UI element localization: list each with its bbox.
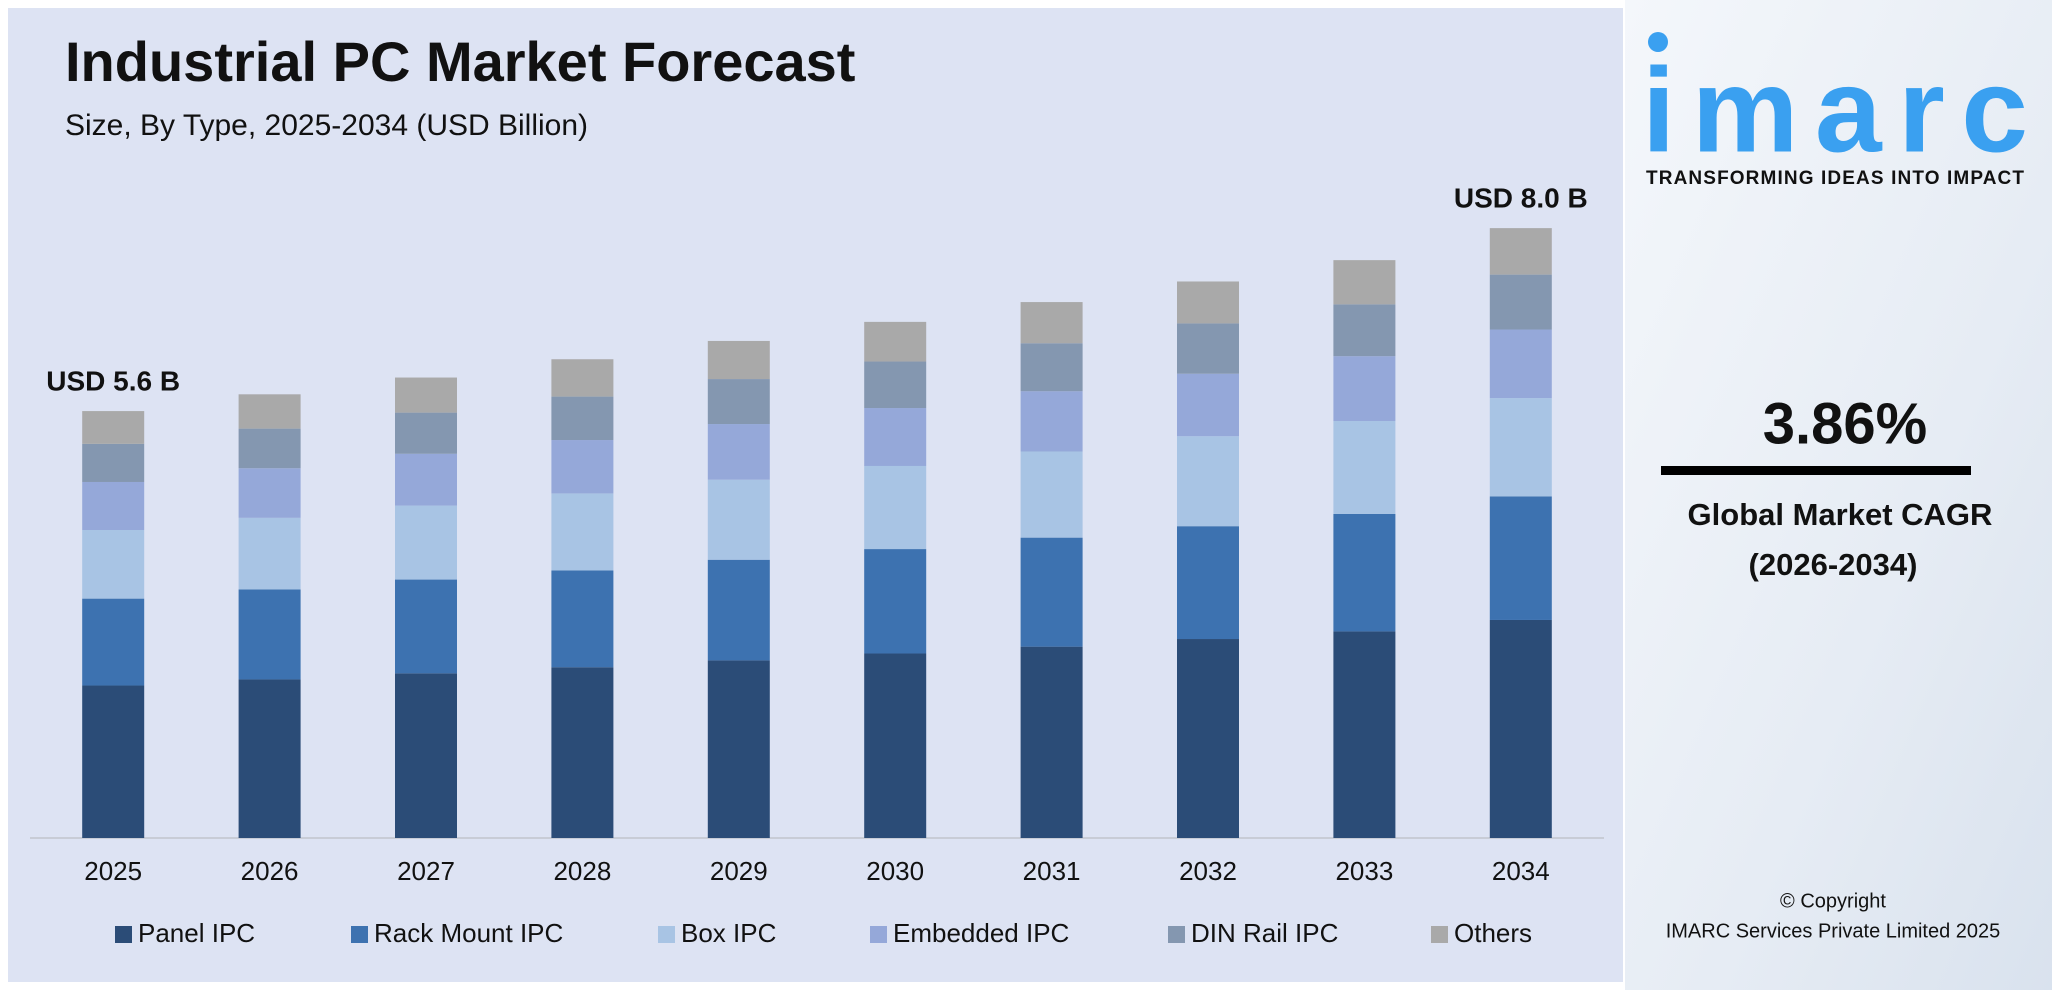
- copyright: © Copyright: [1780, 890, 1886, 912]
- bar-segment: [238, 394, 301, 429]
- bar-segment: [864, 549, 927, 654]
- bar-segment: [1020, 451, 1083, 538]
- bar-segment: [238, 517, 301, 590]
- x-tick-label: 2030: [866, 856, 924, 886]
- legend-swatch: [115, 926, 132, 943]
- x-tick-label: 2033: [1335, 856, 1393, 886]
- bar-segment: [82, 443, 145, 482]
- sidebar-panel: [1625, 0, 2052, 990]
- logo: imarc: [1642, 44, 2028, 178]
- tagline: TRANSFORMING IDEAS INTO IMPACT: [1646, 168, 2024, 189]
- legend-swatch: [351, 926, 368, 943]
- bar-segment: [395, 505, 457, 580]
- logo-dot: [1648, 32, 1668, 52]
- x-tick-label: 2031: [1023, 856, 1081, 886]
- bar-segment: [1333, 420, 1396, 514]
- bar-segment: [238, 589, 301, 680]
- x-tick-label: 2027: [397, 856, 455, 886]
- bar-segment: [707, 559, 770, 661]
- chart-subtitle: Size, By Type, 2025-2034 (USD Billion): [65, 109, 588, 142]
- bar-segment: [1489, 496, 1552, 620]
- x-tick-label: 2028: [553, 856, 611, 886]
- bar-segment: [707, 479, 770, 560]
- legend-swatch: [658, 926, 675, 943]
- bar-segment: [395, 377, 457, 413]
- x-tick-label: 2034: [1492, 856, 1550, 886]
- bar-segment: [1489, 398, 1552, 497]
- bar-segment: [1489, 228, 1552, 275]
- bar-segment: [551, 570, 614, 668]
- bar-segment: [1020, 537, 1083, 647]
- bar-segment: [395, 673, 457, 838]
- bar-segment: [551, 493, 614, 571]
- legend-swatch: [1168, 926, 1185, 943]
- bar-segment: [551, 667, 614, 838]
- legend-swatch: [870, 926, 887, 943]
- bar-segment: [1333, 260, 1396, 305]
- legend-label: Others: [1454, 918, 1532, 948]
- bar-segment: [1020, 391, 1083, 452]
- bar-segment: [1020, 302, 1083, 344]
- bar-segment: [1020, 343, 1083, 392]
- x-tick-label: 2026: [241, 856, 299, 886]
- bar-segment: [551, 440, 614, 494]
- legend-label: Panel IPC: [138, 918, 255, 948]
- bar-segment: [395, 579, 457, 674]
- bar-segment: [82, 685, 145, 838]
- chart-title: Industrial PC Market Forecast: [65, 30, 855, 93]
- x-tick-label: 2029: [710, 856, 768, 886]
- bar-segment: [707, 424, 770, 480]
- bar-segment: [82, 481, 145, 531]
- bar-segment: [1177, 373, 1239, 437]
- total-label: USD 5.6 B: [46, 365, 180, 396]
- legend-label: Box IPC: [681, 918, 776, 948]
- bar-segment: [238, 679, 301, 838]
- x-tick-label: 2032: [1179, 856, 1237, 886]
- bar-segment: [1333, 631, 1396, 838]
- bar-segment: [1333, 304, 1396, 357]
- cagr-period: (2026-2034): [1749, 547, 1918, 582]
- bar-segment: [1177, 639, 1239, 838]
- bar-segment: [82, 411, 145, 444]
- bar-segment: [1489, 619, 1552, 838]
- bar-segment: [395, 412, 457, 454]
- bar-segment: [864, 408, 927, 466]
- bar-segment: [82, 530, 145, 599]
- bar-segment: [1333, 514, 1396, 632]
- cagr-label: Global Market CAGR: [1688, 497, 1993, 532]
- bar-segment: [1177, 436, 1239, 527]
- bar-segment: [238, 428, 301, 469]
- company: IMARC Services Private Limited 2025: [1666, 920, 2001, 942]
- bar-segment: [82, 598, 145, 686]
- bar-segment: [1177, 281, 1239, 324]
- bar-segment: [551, 396, 614, 441]
- bar-segment: [238, 468, 301, 518]
- bar-segment: [707, 379, 770, 425]
- bar-segment: [707, 660, 770, 838]
- divider: [1661, 466, 1971, 475]
- bar-segment: [551, 359, 614, 397]
- legend-label: Rack Mount IPC: [374, 918, 563, 948]
- x-tick-label: 2025: [84, 856, 142, 886]
- bar-segment: [1020, 646, 1083, 838]
- bar-segment: [1489, 274, 1552, 330]
- bar-segment: [1333, 356, 1396, 421]
- bar-segment: [864, 321, 927, 362]
- bar-segment: [1489, 329, 1552, 399]
- legend-label: Embedded IPC: [893, 918, 1069, 948]
- legend-swatch: [1431, 926, 1448, 943]
- total-label: USD 8.0 B: [1454, 183, 1588, 214]
- bar-segment: [864, 361, 927, 409]
- bar-segment: [1177, 323, 1239, 374]
- cagr-value: 3.86%: [1763, 391, 1927, 456]
- legend-label: DIN Rail IPC: [1191, 918, 1338, 948]
- bar-segment: [864, 653, 927, 838]
- bar-segment: [1177, 526, 1239, 640]
- bar-segment: [395, 453, 457, 506]
- bar-segment: [864, 465, 927, 550]
- bar-segment: [707, 340, 770, 380]
